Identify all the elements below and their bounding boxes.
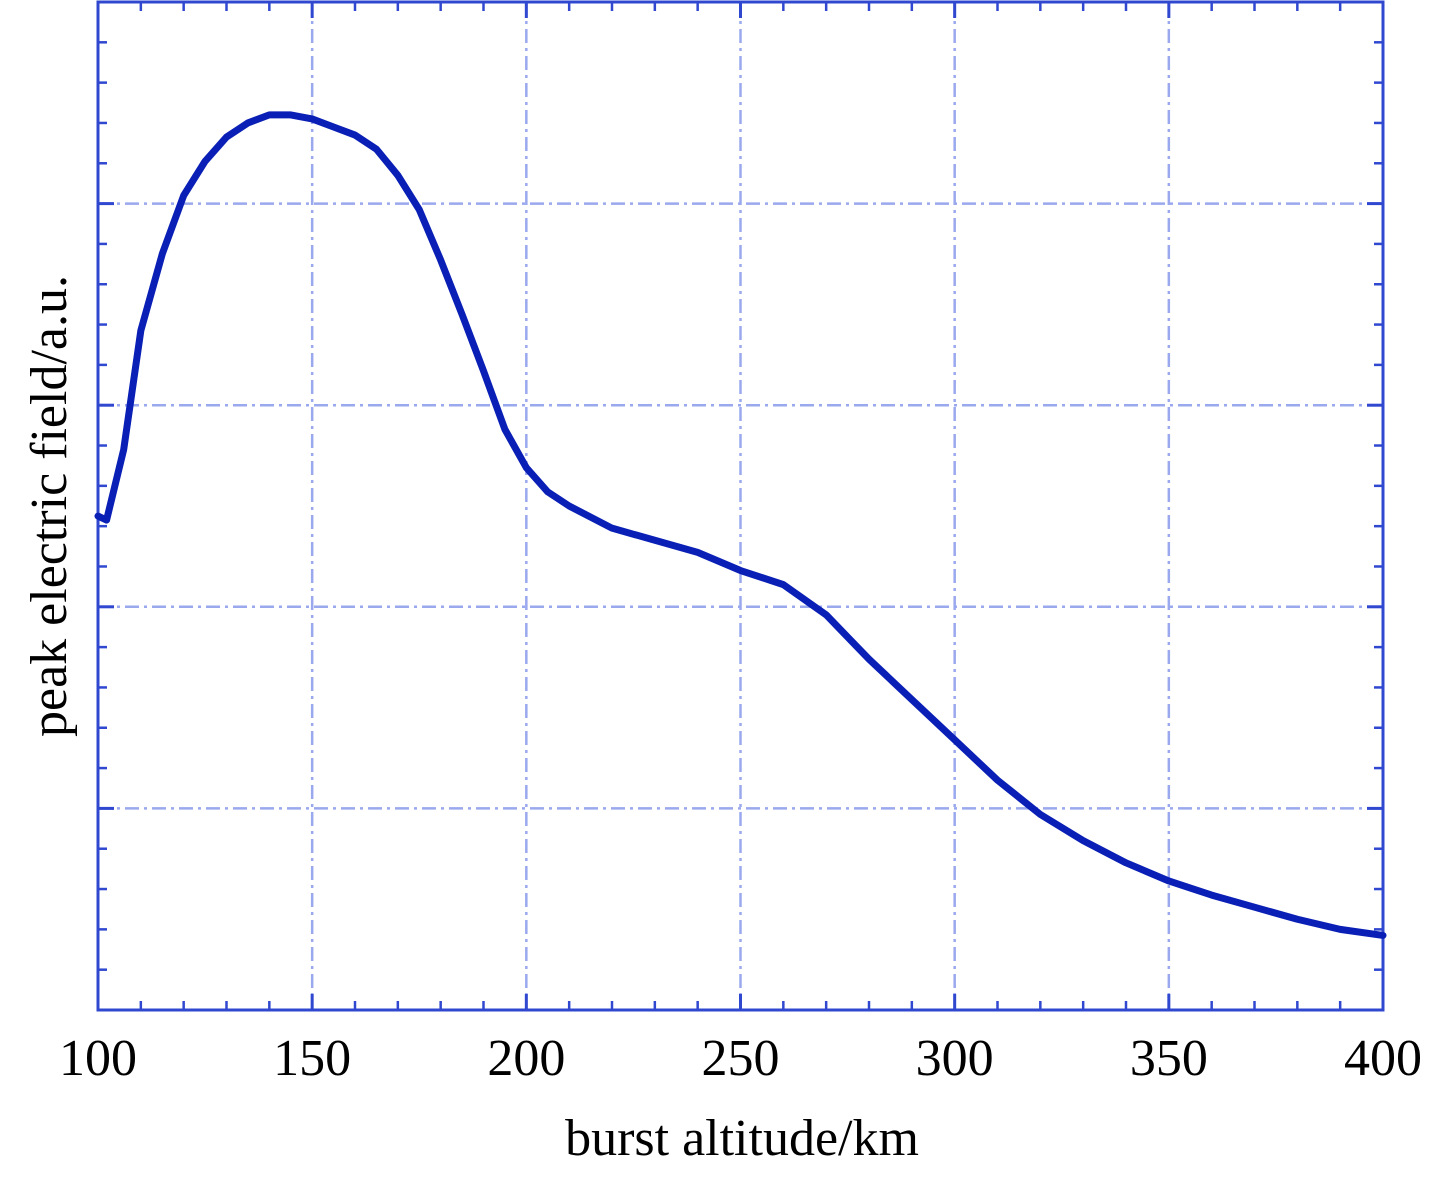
- x-tick-label: 250: [702, 1030, 780, 1087]
- plot-frame: [96, 0, 1385, 1012]
- x-axis-label: burst altitude/km: [565, 1110, 919, 1167]
- x-tick-label: 200: [487, 1030, 565, 1087]
- data-line: [94, 111, 1387, 939]
- x-tick-label: 300: [916, 1030, 994, 1087]
- x-tick-label: 100: [59, 1030, 137, 1087]
- y-axis-label: peak electric field/a.u.: [21, 275, 78, 737]
- x-tick-label: 150: [273, 1030, 351, 1087]
- x-tick-label: 400: [1344, 1030, 1422, 1087]
- x-tick-label: 350: [1130, 1030, 1208, 1087]
